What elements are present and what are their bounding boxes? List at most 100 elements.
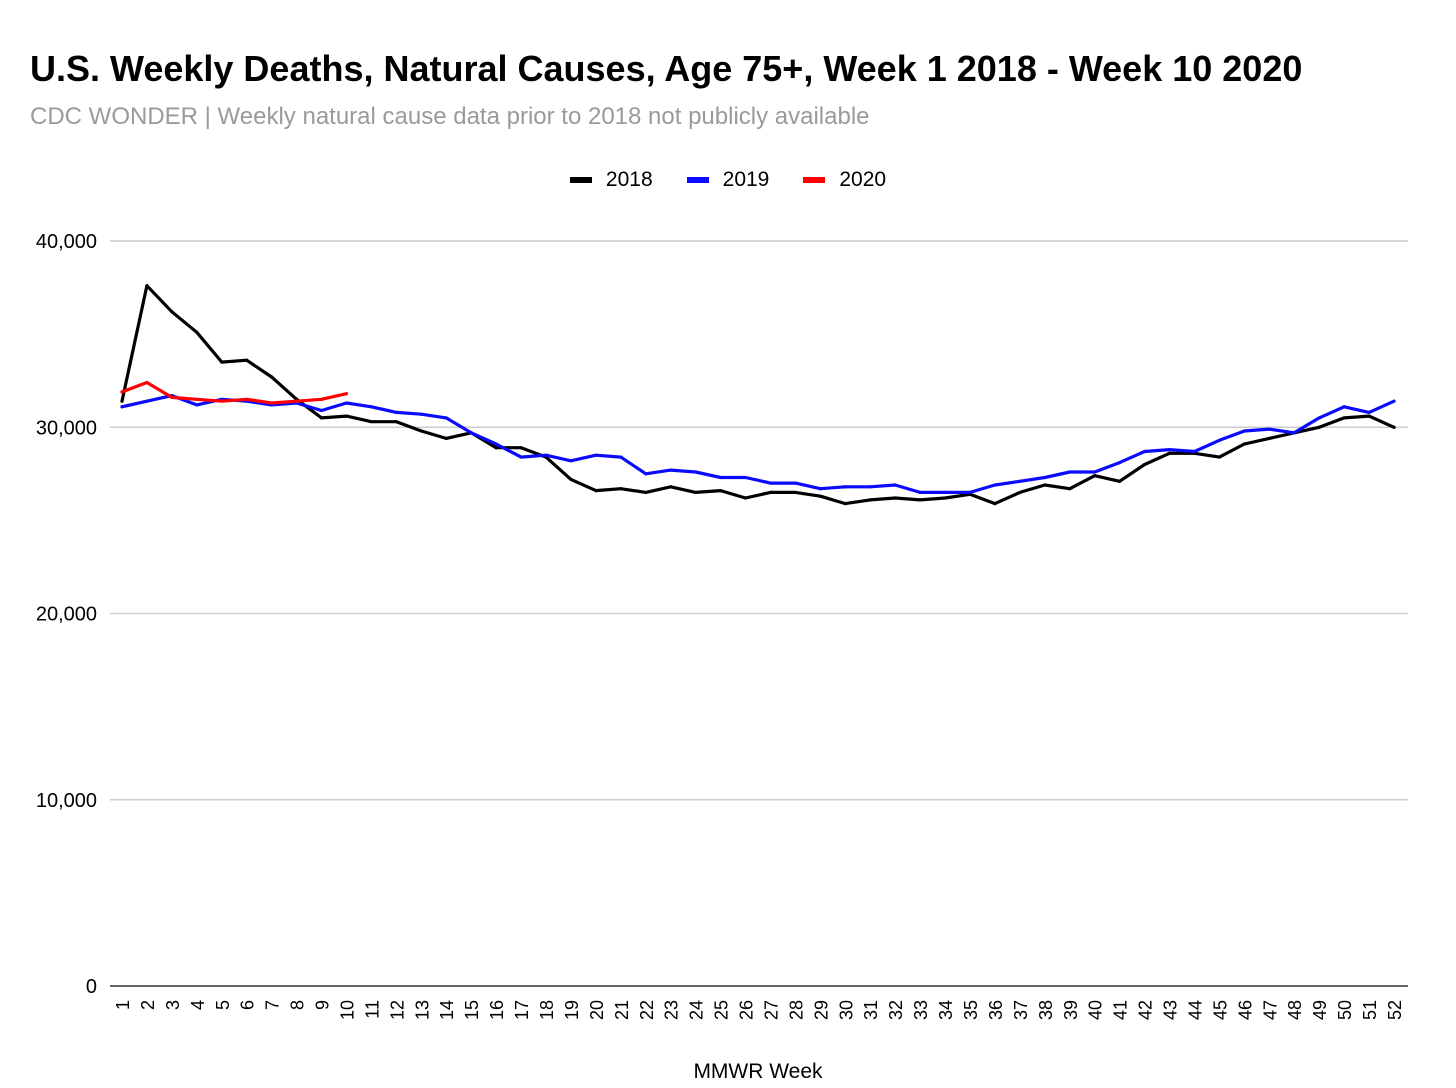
data-point-2019 [1267,427,1271,431]
data-point-2019 [1043,475,1047,480]
x-tick-label: 25 [712,1000,732,1020]
x-tick-label: 16 [487,1000,507,1020]
legend-swatch-2019 [686,177,709,183]
x-tick-label: 52 [1385,1000,1405,1020]
data-point-2019 [943,490,947,495]
data-point-2018 [444,436,448,441]
x-tick-label: 36 [986,1000,1006,1020]
data-point-2019 [1192,449,1197,454]
data-point-2018 [1267,436,1271,441]
data-point-2019 [1342,405,1346,409]
x-tick-label: 37 [1011,1000,1031,1020]
data-point-2019 [818,487,822,491]
data-point-2020 [220,399,224,403]
data-point-2019 [918,490,922,495]
x-tick-label: 38 [1036,1000,1056,1020]
x-tick-label: 33 [911,1000,931,1020]
x-tick-label: 46 [1235,1000,1255,1020]
x-tick-label: 48 [1285,1000,1305,1020]
x-tick-label: 51 [1360,1000,1380,1020]
x-tick-label: 9 [313,1000,333,1010]
data-point-2018 [1142,462,1147,467]
x-tick-label: 43 [1161,1000,1181,1020]
x-tick-label: 8 [288,1000,308,1010]
data-point-2018 [1242,442,1246,446]
x-tick-label: 15 [462,1000,482,1020]
data-point-2018 [1217,455,1222,459]
x-tick-label: 49 [1310,1000,1330,1020]
data-point-2020 [294,399,299,403]
x-tick-label: 44 [1185,1000,1205,1020]
x-tick-label: 24 [687,1000,707,1020]
x-tick-label: 18 [537,1000,557,1020]
data-point-2019 [1142,449,1147,454]
x-tick-label: 30 [836,1000,856,1020]
data-point-2019 [195,403,199,407]
x-tick-label: 3 [163,1000,183,1010]
x-tick-label: 20 [587,1000,607,1020]
data-point-2018 [419,429,423,433]
data-point-2019 [893,483,897,487]
data-point-2019 [1118,461,1122,465]
x-tick-label: 27 [761,1000,781,1020]
data-point-2019 [469,431,473,435]
x-tick-label: 41 [1111,1000,1131,1020]
data-point-2018 [1068,487,1072,491]
data-point-2019 [1317,416,1321,420]
series-line-2020 [120,380,349,405]
x-tick-label: 17 [512,1000,532,1020]
data-point-2019 [694,470,698,474]
x-tick-label: 22 [637,1000,657,1020]
data-point-2019 [1018,479,1022,483]
data-point-2018 [1167,451,1172,455]
x-tick-label: 19 [562,1000,582,1020]
legend-item-2019: 2019 [686,168,769,192]
data-point-2018 [494,446,498,450]
data-point-2019 [519,455,523,459]
data-point-2018 [843,502,847,506]
data-point-2018 [1043,483,1047,487]
x-tick-label: 45 [1210,1000,1230,1020]
data-point-2018 [1118,479,1122,483]
y-tick-label: 30,000 [36,417,97,439]
data-point-2019 [120,405,124,409]
data-point-2018 [1317,425,1321,429]
legend-swatch-2018 [569,177,592,183]
chart-title: U.S. Weekly Deaths, Natural Causes, Age … [30,48,1303,89]
data-point-2019 [544,453,548,457]
legend-swatch-2020 [803,177,826,183]
data-point-2019 [1093,470,1097,474]
data-point-2018 [170,310,174,314]
legend-label-2018: 2018 [605,168,653,191]
data-point-2019 [1292,431,1296,435]
data-point-2018 [619,487,623,491]
x-tick-label: 31 [861,1000,881,1020]
x-tick-label: 32 [886,1000,906,1020]
data-point-2018 [993,502,997,506]
data-point-2018 [245,358,249,362]
chart-subtitle: CDC WONDER | Weekly natural cause data p… [30,103,870,130]
data-point-2018 [793,490,798,495]
data-point-2019 [1217,438,1222,442]
y-tick-label: 20,000 [36,604,97,626]
data-point-2018 [569,477,573,481]
data-point-2019 [494,442,498,446]
data-point-2019 [145,399,149,403]
x-tick-label: 28 [786,1000,806,1020]
y-tick-label: 10,000 [36,790,97,812]
data-point-2018 [319,416,324,420]
series-line-2018 [120,284,1396,506]
data-point-2019 [619,455,623,459]
data-point-2019 [1167,448,1172,452]
data-point-2019 [868,485,872,489]
data-point-2019 [669,468,673,472]
data-point-2018 [594,488,598,493]
data-point-2019 [1367,410,1371,414]
data-point-2019 [1392,399,1396,403]
x-tick-label: 7 [263,1000,283,1010]
x-tick-label: 50 [1335,1000,1355,1020]
x-tick-label: 29 [811,1000,831,1020]
x-tick-label: 4 [188,1000,208,1010]
data-point-2020 [195,397,199,401]
